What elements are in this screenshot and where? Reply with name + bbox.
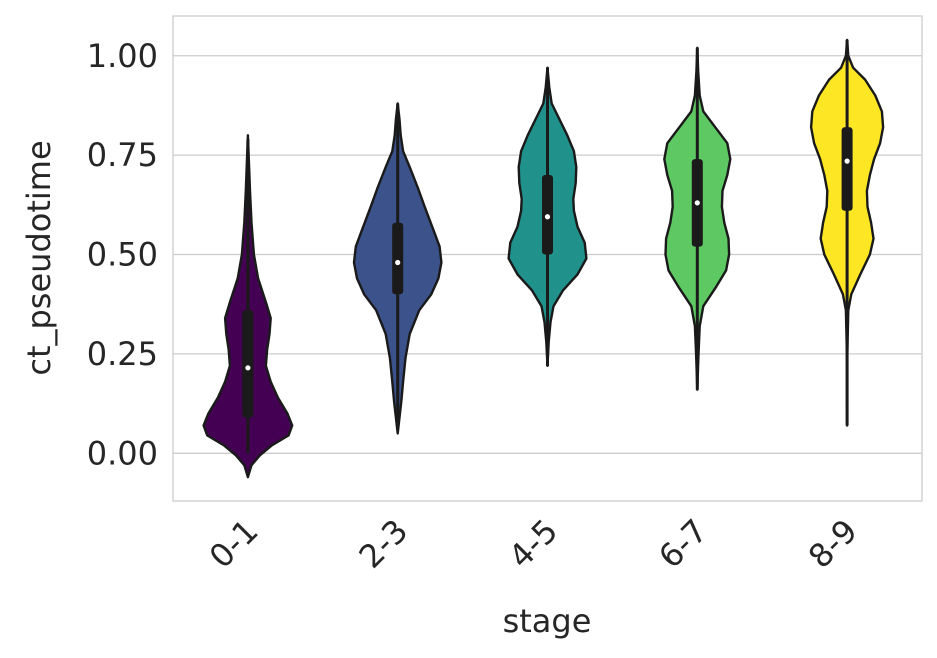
x-tick-label: 0-1: [202, 512, 266, 576]
y-tick-labels: 0.00 0.25 0.50 0.75 1.00: [87, 37, 158, 473]
violin-median-dot: [544, 214, 551, 220]
y-axis-title: ct_pseudotime: [20, 140, 58, 375]
violin-iqr-box: [841, 127, 853, 211]
violin-median-dot: [694, 200, 700, 206]
violin-iqr-box: [392, 222, 404, 295]
x-tick-labels: 0-1 2-3 4-5 6-7 8-9: [202, 512, 865, 576]
violin-median-dot: [245, 365, 251, 371]
x-tick-label: 8-9: [801, 512, 865, 576]
x-axis-title: stage: [503, 602, 592, 640]
y-tick-label: 0.00: [87, 434, 158, 472]
x-tick-label: 4-5: [501, 512, 565, 576]
y-tick-label: 0.25: [87, 335, 158, 373]
violins: [202, 38, 885, 479]
violin-8-9: [809, 38, 885, 427]
violin-6-7: [663, 46, 732, 391]
y-tick-label: 0.75: [87, 136, 158, 174]
violin-median-dot: [844, 158, 850, 164]
violin-4-5: [507, 66, 588, 367]
y-tick-label: 0.50: [87, 236, 158, 274]
violin-0-1: [202, 134, 294, 479]
violin-iqr-box: [242, 310, 254, 418]
violin-median-dot: [395, 259, 401, 266]
y-tick-label: 1.00: [87, 37, 158, 75]
x-tick-label: 2-3: [352, 512, 416, 576]
violin-2-3: [352, 102, 443, 435]
x-tick-label: 6-7: [651, 512, 715, 576]
